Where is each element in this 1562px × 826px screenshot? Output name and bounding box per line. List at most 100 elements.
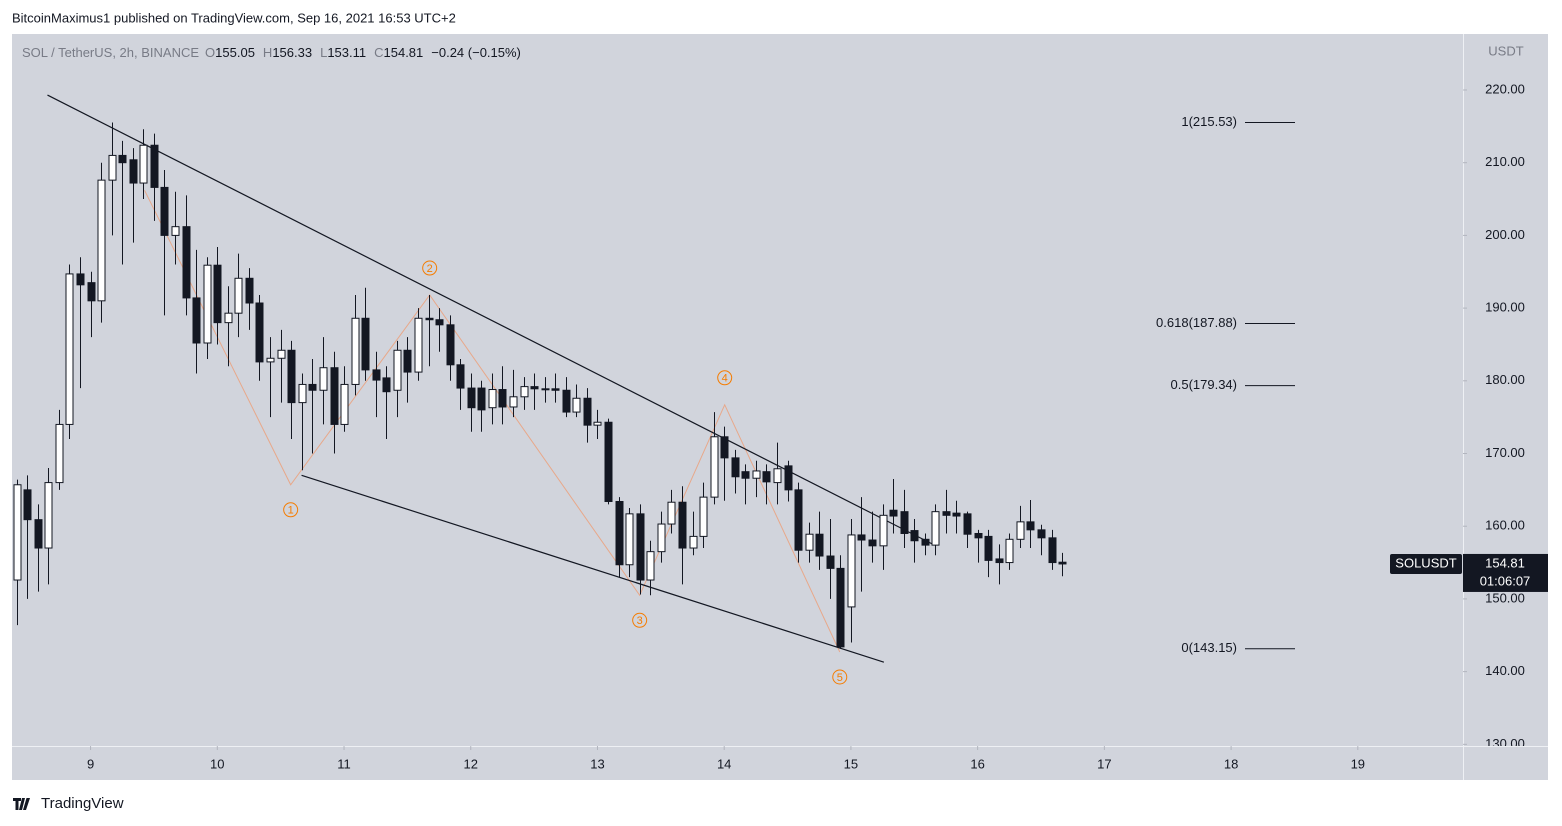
candle-body xyxy=(530,386,539,390)
candle-body xyxy=(330,367,339,425)
candle-body xyxy=(160,186,169,236)
y-tick-label: 150.00 xyxy=(1485,590,1525,605)
candle-body xyxy=(562,389,571,413)
x-tick-label: 12 xyxy=(464,756,478,771)
candle-body xyxy=(139,144,148,184)
x-tick-label: 14 xyxy=(717,756,731,771)
candle-body xyxy=(108,154,117,181)
x-tick-label: 18 xyxy=(1224,756,1238,771)
chart-panel xyxy=(12,34,1548,780)
price-tag-name-bg xyxy=(1390,553,1462,574)
candle-body xyxy=(118,154,127,164)
candle-body xyxy=(1048,537,1057,564)
candle-body xyxy=(815,533,824,557)
candle-body xyxy=(192,297,201,344)
price-tag-countdown: 01:06:07 xyxy=(1480,573,1531,588)
fib-label: 0(143.15) xyxy=(1181,640,1237,655)
candle-body xyxy=(657,523,666,553)
candle-body xyxy=(583,397,592,426)
candle-body xyxy=(794,489,803,551)
logo-text: TradingView xyxy=(41,795,124,812)
candle-body xyxy=(129,159,138,184)
candle-body xyxy=(931,511,940,546)
candle-body xyxy=(900,511,909,534)
candle-body xyxy=(921,538,930,546)
candle-body xyxy=(467,387,476,409)
candle-body xyxy=(741,471,750,479)
wave-marker xyxy=(283,502,299,518)
candle-body xyxy=(995,558,1004,564)
candle-body xyxy=(593,421,602,426)
trendline xyxy=(301,474,885,663)
candle-body xyxy=(213,264,222,324)
x-tick-label: 17 xyxy=(1097,756,1111,771)
legend-part: C xyxy=(374,45,383,60)
candle-body xyxy=(372,369,381,381)
candle-body xyxy=(636,513,645,581)
x-tick-label: 15 xyxy=(844,756,858,771)
candle-body xyxy=(435,319,444,326)
legend-part: −0.24 (−0.15%) xyxy=(431,45,521,60)
candle-body xyxy=(1016,521,1025,540)
candle-body xyxy=(456,364,465,389)
candle-body xyxy=(604,421,613,502)
candle-body xyxy=(857,534,866,541)
candle-body xyxy=(446,324,455,366)
candle-body xyxy=(44,482,53,549)
candle-body xyxy=(245,277,254,304)
legend-part: SOL / TetherUS, 2h, BINANCE xyxy=(22,45,199,60)
wave-line xyxy=(144,190,841,653)
candle-body xyxy=(572,397,581,413)
y-tick-label: 160.00 xyxy=(1485,518,1525,533)
candle-body xyxy=(720,436,729,459)
candle-body xyxy=(224,312,233,324)
published-text: BitcoinMaximus1 published on TradingView… xyxy=(12,10,456,25)
candle-body xyxy=(963,513,972,535)
candle-body xyxy=(942,511,951,516)
candle-body xyxy=(752,470,761,479)
candle-body xyxy=(952,512,961,517)
candle-body xyxy=(287,349,296,404)
legend-part: 156.33 xyxy=(272,45,312,60)
candle-body xyxy=(541,388,550,391)
candle-body xyxy=(1058,561,1067,565)
candle-body xyxy=(498,389,507,408)
fib-label: 0.5(179.34) xyxy=(1171,377,1238,392)
candle-body xyxy=(615,500,624,566)
candle-body xyxy=(319,367,328,391)
fib-label: 1(215.53) xyxy=(1181,114,1237,129)
candle-body xyxy=(689,535,698,549)
logo: TradingView xyxy=(13,795,124,812)
candle-body xyxy=(762,471,771,483)
candle-body xyxy=(13,484,22,581)
axis-unit: USDT xyxy=(1488,43,1523,58)
candle-body xyxy=(55,423,64,484)
x-tick-label: 11 xyxy=(337,756,351,771)
candle-body xyxy=(477,387,486,411)
candle-body xyxy=(879,514,888,547)
wave-label: 2 xyxy=(427,263,433,275)
candle-body xyxy=(551,388,560,391)
candle-body xyxy=(667,501,676,525)
candle-body xyxy=(805,533,814,551)
wave-label: 3 xyxy=(637,615,643,627)
candle-body xyxy=(403,349,412,373)
candle-body xyxy=(34,519,43,549)
candle-body xyxy=(984,535,993,561)
wave-label: 5 xyxy=(837,672,843,684)
y-tick-label: 210.00 xyxy=(1485,154,1525,169)
candle-body xyxy=(646,551,655,581)
legend-part: 153.11 xyxy=(327,45,366,60)
y-tick-label: 170.00 xyxy=(1485,445,1525,460)
candle-body xyxy=(678,501,687,549)
x-tick-label: 10 xyxy=(210,756,224,771)
candle-body xyxy=(509,396,518,408)
candle-body xyxy=(298,383,307,404)
wave-marker xyxy=(832,669,848,685)
candle-body xyxy=(868,539,877,547)
y-tick-label: 180.00 xyxy=(1485,372,1525,387)
y-tick-label: 140.00 xyxy=(1485,663,1525,678)
candle-body xyxy=(1005,538,1014,564)
candle-body xyxy=(488,389,497,409)
candle-body xyxy=(910,530,919,542)
